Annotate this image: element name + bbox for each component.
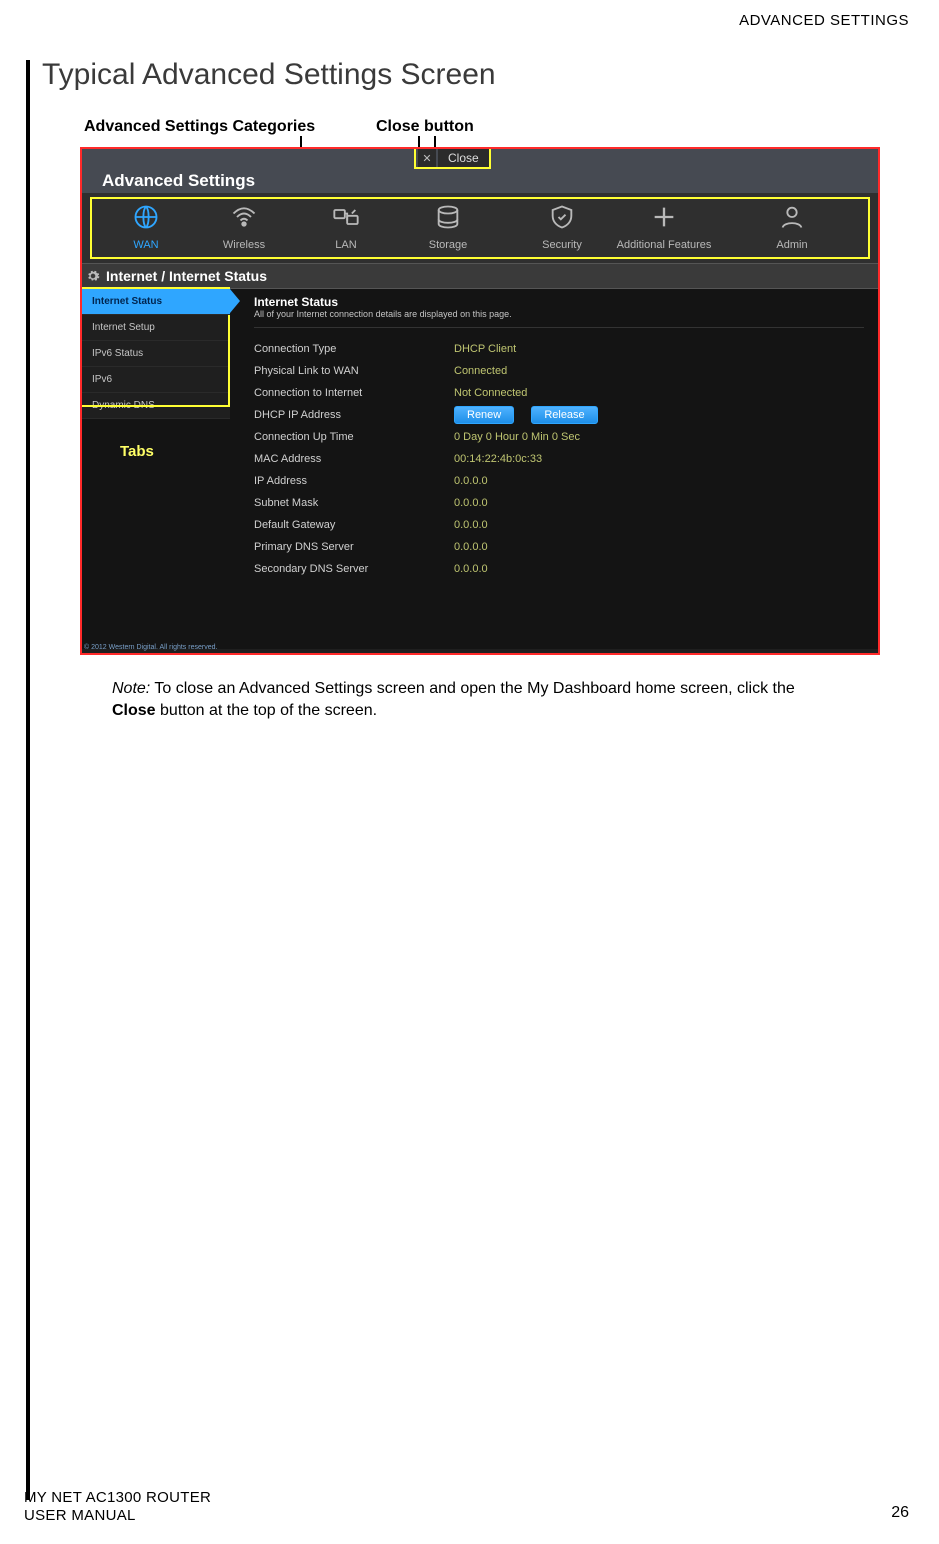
storage-icon [434, 203, 462, 231]
footer-line2: USER MANUAL [24, 1507, 211, 1526]
section-title: Typical Advanced Settings Screen [42, 58, 496, 92]
sidebar-item-internet-status[interactable]: Internet Status [82, 289, 230, 315]
screenshot-body: Internet Status Internet Setup IPv6 Stat… [82, 289, 878, 649]
note-paragraph: Note: To close an Advanced Settings scre… [112, 678, 832, 721]
kv-row: Secondary DNS Server0.0.0.0 [254, 558, 864, 580]
note-text: button at the top of the screen. [156, 702, 377, 719]
kv-row: Connection Up Time0 Day 0 Hour 0 Min 0 S… [254, 426, 864, 448]
kv-row: IP Address0.0.0.0 [254, 470, 864, 492]
left-vertical-rule [26, 60, 30, 1500]
tab-label: Wireless [223, 239, 265, 251]
shield-icon [548, 203, 576, 231]
gear-icon [86, 269, 100, 283]
tab-lan[interactable]: LAN [296, 201, 396, 253]
plus-icon [650, 203, 678, 231]
router-screenshot: ✕ Close Advanced Settings WAN Wireless L… [80, 147, 880, 655]
close-icon[interactable]: ✕ [418, 149, 436, 167]
kv-row: Connection to InternetNot Connected [254, 382, 864, 404]
content-panel: Internet Status All of your Internet con… [230, 289, 878, 649]
screenshot-title: Advanced Settings [102, 171, 255, 191]
callout-categories: Advanced Settings Categories [84, 118, 315, 136]
tab-label: LAN [335, 239, 356, 251]
tab-additional-features[interactable]: Additional Features [614, 201, 714, 253]
kv-row: Primary DNS Server0.0.0.0 [254, 536, 864, 558]
close-button[interactable]: Close [438, 149, 489, 167]
kv-row: Subnet Mask0.0.0.0 [254, 492, 864, 514]
category-tabs-row: WAN Wireless LAN Storage Security Additi… [82, 193, 878, 263]
screenshot-topbar: ✕ Close Advanced Settings [82, 149, 878, 193]
note-label: Note: [112, 680, 150, 697]
tab-label: Security [542, 239, 582, 251]
tab-security[interactable]: Security [512, 201, 612, 253]
tab-label: WAN [133, 239, 158, 251]
tab-wan[interactable]: WAN [96, 201, 196, 253]
callout-close-button: Close button [376, 118, 474, 136]
footer-left: MY NET AC1300 ROUTER USER MANUAL [24, 1489, 211, 1527]
content-title: Internet Status [254, 295, 864, 309]
kv-row: DHCP IP Address Renew Release [254, 404, 864, 426]
note-bold: Close [112, 702, 156, 719]
renew-button[interactable]: Renew [454, 406, 514, 424]
tab-label: Admin [776, 239, 807, 251]
tab-admin[interactable]: Admin [742, 201, 842, 253]
sidebar: Internet Status Internet Setup IPv6 Stat… [82, 289, 230, 649]
tab-wireless[interactable]: Wireless [194, 201, 294, 253]
kv-row: Default Gateway0.0.0.0 [254, 514, 864, 536]
lan-icon [332, 203, 360, 231]
tab-label: Additional Features [617, 239, 712, 251]
tab-label: Storage [429, 239, 468, 251]
kv-row: MAC Address00:14:22:4b:0c:33 [254, 448, 864, 470]
globe-icon [132, 203, 160, 231]
screenshot-copyright: © 2012 Western Digital. All rights reser… [84, 644, 217, 651]
person-icon [778, 203, 806, 231]
content-subtitle: All of your Internet connection details … [254, 309, 864, 328]
close-button-highlight: ✕ Close [414, 147, 491, 169]
callout-tabs: Tabs [120, 443, 154, 460]
breadcrumb: Internet / Internet Status [82, 263, 878, 289]
release-button[interactable]: Release [531, 406, 597, 424]
footer-line1: MY NET AC1300 ROUTER [24, 1489, 211, 1508]
wifi-icon [230, 203, 258, 231]
kv-row: Physical Link to WANConnected [254, 360, 864, 382]
page-number: 26 [891, 1504, 909, 1522]
kv-row: Connection TypeDHCP Client [254, 338, 864, 360]
tab-storage[interactable]: Storage [398, 201, 498, 253]
breadcrumb-text: Internet / Internet Status [106, 268, 267, 284]
note-text: To close an Advanced Settings screen and… [150, 680, 795, 697]
page-header-right: ADVANCED SETTINGS [739, 12, 909, 29]
